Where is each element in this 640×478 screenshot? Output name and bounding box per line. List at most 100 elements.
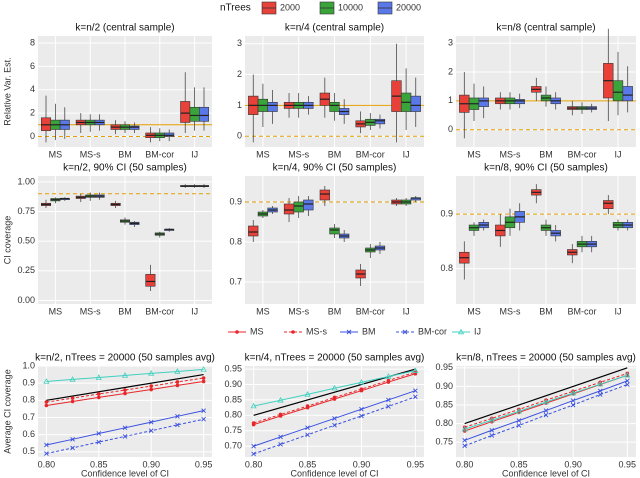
point	[70, 445, 75, 451]
legend-label: MS-s	[306, 326, 327, 336]
y-tick-label: 1.0	[22, 360, 35, 370]
point	[332, 416, 337, 421]
legend-label: 10000	[338, 2, 363, 12]
box	[248, 225, 259, 237]
x-tick-label: 0.90	[564, 459, 582, 469]
box	[329, 227, 340, 235]
x-tick-label: BM-cor	[356, 306, 385, 316]
point	[570, 389, 577, 396]
point	[385, 373, 392, 379]
x-tick-label: BM	[539, 149, 553, 159]
point	[200, 366, 207, 372]
point	[201, 376, 206, 380]
point	[346, 329, 352, 335]
y-tick-label: 0.95	[435, 362, 453, 372]
point	[461, 425, 468, 432]
y-tick-label: 0.75	[435, 437, 453, 447]
box	[180, 101, 191, 123]
y-tick-label: 4	[30, 84, 35, 94]
x-tick-label: 0.90	[353, 459, 371, 469]
x-tick-label: IJ	[614, 306, 621, 316]
y-tick-label: 0.70	[224, 441, 242, 451]
point	[148, 370, 155, 376]
panel-background	[245, 366, 424, 457]
point	[305, 404, 310, 408]
point	[386, 397, 391, 403]
x-tick-label: 0.80	[38, 459, 56, 469]
point	[489, 433, 495, 438]
point	[358, 379, 365, 385]
panel-title: k=n/2, 90% CI (50 samples)	[63, 163, 187, 174]
box	[198, 106, 209, 122]
point	[412, 367, 419, 373]
point	[201, 379, 206, 384]
x-tick-label: IJ	[403, 149, 410, 159]
y-tick-label: 2	[237, 69, 242, 79]
point	[278, 434, 283, 440]
x-tick-label: 0.95	[195, 459, 213, 469]
x-tick-label: 0.90	[142, 459, 160, 469]
x-tick-label: 0.95	[407, 459, 425, 469]
panel-title: k=n/2 (central sample)	[75, 23, 174, 34]
y-tick-label: 0.75	[17, 206, 35, 216]
point	[386, 378, 391, 383]
x-axis-title: Confidence level of CI	[502, 468, 590, 478]
point	[251, 451, 256, 457]
reference-line	[46, 373, 204, 401]
point	[331, 384, 338, 391]
point	[70, 399, 75, 404]
point	[277, 396, 284, 403]
point	[489, 427, 495, 433]
y-tick-label: 6	[30, 61, 35, 71]
point	[305, 432, 310, 438]
box	[603, 200, 614, 209]
x-tick-label: 0.95	[619, 459, 637, 469]
x-tick-label: BM	[328, 306, 342, 316]
x-tick-label: 0.85	[90, 459, 108, 469]
y-tick-label: 0	[237, 131, 242, 141]
x-tick-label: BM-cor	[145, 149, 174, 159]
x-tick-label: 0.85	[299, 459, 317, 469]
y-tick-label: 0.9	[229, 196, 242, 206]
y-tick-label: 8	[30, 37, 35, 47]
y-tick-label: 2	[30, 107, 35, 117]
x-tick-label: 0.80	[245, 459, 263, 469]
box	[189, 106, 200, 122]
box	[267, 101, 278, 112]
point	[278, 442, 283, 447]
x-tick-label: MS	[256, 306, 270, 316]
point	[251, 443, 256, 449]
y-tick-label: 0.8	[22, 395, 35, 405]
x-tick-label: BM-cor	[568, 149, 597, 159]
point	[515, 407, 522, 414]
box	[293, 201, 304, 213]
x-tick-label: MS	[467, 306, 481, 316]
point	[175, 380, 180, 384]
point	[44, 403, 49, 408]
x-tick-label: BM-cor	[356, 149, 385, 159]
panel-title: k=n/2, nTrees = 20000 (50 samples avg)	[35, 353, 215, 364]
x-tick-label: BM	[539, 306, 553, 316]
point	[624, 371, 631, 378]
box	[329, 101, 340, 112]
y-axis-title: Average CI coverage	[2, 369, 12, 453]
x-axis-title: Confidence level of CI	[290, 468, 378, 478]
point	[462, 443, 467, 449]
point	[625, 378, 630, 384]
legend-label: BM	[362, 326, 376, 336]
point	[570, 398, 576, 403]
y-tick-label: 0.8	[229, 236, 242, 246]
x-tick-label: BM-cor	[145, 306, 174, 316]
y-tick-label: 0.80	[224, 410, 242, 420]
box	[283, 203, 295, 215]
point	[96, 431, 102, 436]
legend-label: BM-cor	[418, 326, 447, 336]
x-tick-label: BM	[328, 149, 342, 159]
x-tick-label: MS	[467, 149, 481, 159]
point	[235, 330, 239, 334]
point	[516, 418, 522, 423]
point	[121, 372, 129, 378]
box	[622, 86, 633, 102]
point	[175, 422, 180, 428]
y-tick-label: 1.00	[17, 176, 35, 186]
